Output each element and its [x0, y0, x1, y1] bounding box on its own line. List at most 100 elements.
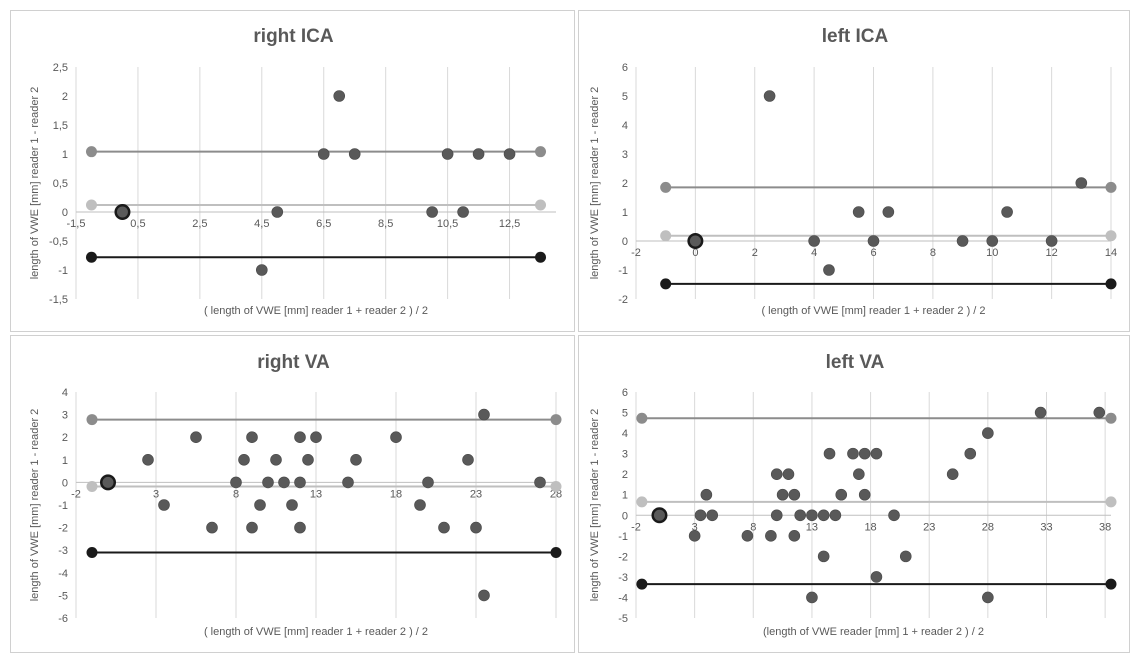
x-tick-label: 38 — [1099, 521, 1111, 533]
x-tick-label: 13 — [310, 488, 322, 500]
chart-title: right VA — [257, 352, 330, 373]
reference-endpoint-mean — [636, 496, 648, 508]
y-tick-label: 4 — [622, 428, 628, 440]
data-point — [478, 408, 490, 421]
data-point — [964, 447, 977, 460]
y-tick-label: 0 — [622, 510, 628, 522]
x-tick-label: 8 — [750, 521, 756, 533]
x-tick-label: 13 — [806, 521, 818, 533]
data-point — [462, 454, 474, 466]
data-point — [788, 488, 801, 501]
y-axis-label: length of VWE [mm] reader 1 - reader 2 — [589, 87, 601, 280]
data-point — [858, 447, 871, 460]
data-point — [441, 148, 454, 160]
data-point — [457, 206, 469, 218]
y-tick-label: -1 — [618, 531, 628, 543]
reference-endpoint-lower — [550, 546, 562, 558]
data-point — [350, 454, 362, 466]
data-point — [262, 476, 274, 489]
data-point — [806, 509, 818, 522]
data-point — [852, 206, 865, 218]
data-point — [472, 148, 485, 160]
data-point — [534, 476, 546, 489]
x-tick-label: 10,5 — [437, 218, 458, 230]
data-point — [390, 431, 402, 443]
data-point — [829, 509, 842, 522]
x-tick-label: 2,5 — [192, 218, 207, 230]
data-point — [246, 521, 258, 534]
data-point — [503, 148, 516, 160]
data-point — [294, 476, 306, 489]
x-axis-label: ( length of VWE [mm] reader 1 + reader 2… — [204, 305, 428, 317]
reference-endpoint-lower — [86, 546, 98, 558]
x-tick-label: 8 — [233, 488, 239, 500]
data-point — [142, 454, 154, 466]
right-ica-chart: right ICA -1,5 -1 -0,5 0 0,5 1 1,5 2 2,5 -1,5 0,5 2,… — [29, 26, 556, 317]
y-tick-label: -4 — [618, 592, 628, 604]
data-point — [823, 264, 835, 276]
y-axis-label: length of VWE [mm] reader 1 - reader 2 — [589, 409, 601, 602]
reference-endpoint-mean — [85, 199, 97, 211]
data-point — [817, 509, 830, 522]
data-point — [278, 476, 290, 489]
y-tick-label: -2 — [618, 294, 628, 306]
chart-panel-left-va: left VA -5 -4 -3 -2 -1 0 1 2 3 4 5 6 -2 3 8 13 18 23 28 33 38… — [578, 335, 1130, 653]
y-tick-label: 3 — [62, 410, 68, 422]
reference-endpoint-lower — [636, 578, 648, 590]
data-point — [294, 521, 306, 534]
x-tick-label: -1,5 — [67, 218, 86, 230]
reference-endpoint-upper — [535, 146, 547, 158]
x-tick-label: 12 — [1046, 247, 1058, 259]
data-point — [888, 509, 900, 522]
data-point — [823, 447, 836, 460]
reference-endpoint-mean — [550, 480, 562, 492]
data-point — [302, 454, 314, 466]
data-point — [414, 499, 426, 511]
data-point — [867, 235, 880, 247]
x-tick-label: 0,5 — [130, 218, 145, 230]
reference-endpoint-mean — [86, 480, 98, 492]
data-point — [770, 468, 783, 480]
data-point — [835, 488, 848, 501]
reference-endpoint-mean — [1105, 496, 1117, 508]
data-point — [741, 530, 754, 542]
data-point — [190, 431, 202, 443]
data-point — [333, 90, 346, 102]
x-tick-label: -2 — [71, 488, 81, 500]
reference-endpoint-upper — [550, 414, 562, 426]
y-tick-label: 3 — [622, 449, 628, 461]
y-tick-label: 4 — [622, 120, 628, 132]
y-tick-label: -1 — [58, 265, 68, 277]
x-tick-label: 18 — [390, 488, 402, 500]
y-tick-label: 3 — [622, 149, 628, 161]
data-point — [1045, 235, 1058, 247]
data-point — [770, 509, 783, 522]
data-point — [438, 521, 450, 534]
y-tick-label: -5 — [618, 613, 628, 625]
y-tick-label: 4 — [62, 387, 68, 399]
data-point — [254, 499, 266, 511]
data-point — [426, 206, 438, 218]
x-tick-label: 23 — [923, 521, 935, 533]
x-tick-label: 12,5 — [499, 218, 520, 230]
y-tick-label: 1,5 — [53, 120, 68, 132]
data-point — [294, 431, 306, 443]
y-tick-label: -3 — [618, 572, 628, 584]
chart-title: left ICA — [822, 26, 889, 47]
data-point — [689, 235, 701, 247]
data-point — [1034, 406, 1047, 419]
y-tick-label: -2 — [618, 551, 628, 563]
data-point — [763, 90, 776, 102]
x-tick-label: 14 — [1105, 247, 1117, 259]
y-tick-label: 0 — [62, 477, 68, 489]
data-point — [899, 550, 912, 563]
x-tick-label: 28 — [982, 521, 994, 533]
data-point — [706, 509, 719, 522]
reference-endpoint-upper — [1105, 412, 1117, 424]
y-tick-label: 2 — [62, 91, 68, 103]
x-tick-label: 4 — [811, 247, 817, 259]
reference-endpoint-lower — [535, 251, 547, 263]
y-tick-label: 5 — [622, 408, 628, 420]
